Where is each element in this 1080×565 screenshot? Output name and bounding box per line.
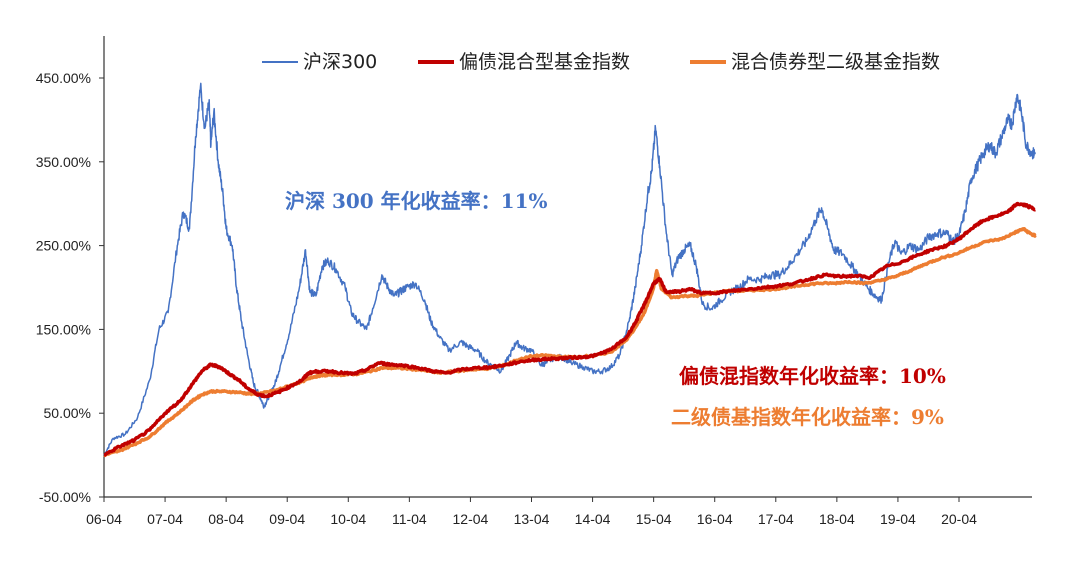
legend: 沪深300 偏债混合型基金指数 混合债券型二级基金指数: [262, 51, 940, 73]
y-tick-label: -50.00%: [39, 489, 91, 505]
x-tick-label: 09-04: [269, 511, 305, 527]
y-tick-label: 350.00%: [36, 154, 91, 170]
x-tick-label: 10-04: [330, 511, 366, 527]
axes: -50.00% 50.00% 150.00% 250.00% 350.00% 450.00…: [36, 36, 1032, 527]
legend-item-hs300: 沪深300: [262, 51, 377, 73]
y-tick-label: 250.00%: [36, 238, 91, 254]
x-tick-label: 20-04: [941, 511, 977, 527]
series-line-bond-hybrid: [103, 201, 1037, 457]
y-tick-label: 150.00%: [36, 321, 91, 337]
x-tick-label: 14-04: [575, 511, 611, 527]
x-ticks: 06-04 07-04 08-04 09-04 10-04 11-04 12-04 13-04…: [86, 497, 977, 527]
y-tick-label: 450.00%: [36, 70, 91, 86]
series-layer: [103, 82, 1037, 458]
x-tick-label: 18-04: [819, 511, 855, 527]
y-tick-label: 50.00%: [44, 405, 91, 421]
annotations: 沪深 300 年化收益率：11% 偏债混指数年化收益率：10% 二级债基指数年化…: [285, 189, 946, 429]
annotation-hs300-return: 沪深 300 年化收益率：11%: [285, 189, 548, 213]
legend-item-bond-hybrid: 偏债混合型基金指数: [418, 51, 630, 73]
x-tick-label: 06-04: [86, 511, 122, 527]
x-tick-label: 08-04: [208, 511, 244, 527]
x-tick-label: 15-04: [636, 511, 672, 527]
x-tick-label: 12-04: [453, 511, 489, 527]
legend-label-secondary-bond: 混合债券型二级基金指数: [731, 51, 940, 73]
legend-label-bond-hybrid: 偏债混合型基金指数: [459, 51, 630, 73]
x-tick-label: 07-04: [147, 511, 183, 527]
x-tick-label: 17-04: [758, 511, 794, 527]
legend-item-secondary-bond: 混合债券型二级基金指数: [690, 51, 940, 73]
series-line-hs300: [103, 82, 1036, 456]
x-tick-label: 13-04: [514, 511, 550, 527]
annotation-bond-hybrid-return: 偏债混指数年化收益率：10%: [679, 364, 946, 388]
legend-label-hs300: 沪深300: [303, 51, 377, 73]
y-ticks: -50.00% 50.00% 150.00% 250.00% 350.00% 450.00…: [36, 70, 104, 505]
x-tick-label: 11-04: [392, 511, 427, 527]
annotation-secondary-bond-return: 二级债基指数年化收益率：9%: [671, 405, 944, 429]
x-tick-label: 16-04: [697, 511, 733, 527]
x-tick-label: 19-04: [880, 511, 916, 527]
